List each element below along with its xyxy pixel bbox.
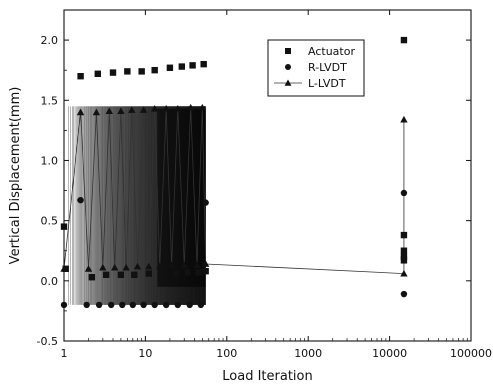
- data-point-actuator: [131, 271, 138, 278]
- data-point-actuator: [94, 70, 101, 77]
- y-axis-title: Vertical Displacement(mm): [8, 87, 23, 265]
- data-point-actuator: [166, 64, 174, 71]
- data-point-actuator: [77, 73, 84, 80]
- data-point-l-lvdt: [99, 263, 107, 271]
- legend-marker-r-lvdt: [285, 64, 291, 70]
- data-point-l-lvdt: [400, 115, 408, 123]
- series-markers: [60, 36, 408, 309]
- data-point-r-lvdt: [151, 301, 158, 309]
- data-point-actuator: [189, 62, 196, 69]
- data-point-l-lvdt: [84, 265, 93, 272]
- data-point-l-lvdt: [198, 103, 206, 111]
- x-tick-label: 100000: [450, 347, 492, 360]
- y-tick-label: 2.0: [41, 34, 59, 47]
- x-tick-label: 10000: [372, 347, 407, 360]
- data-point-l-lvdt: [122, 263, 130, 271]
- legend-label-actuator: Actuator: [308, 45, 355, 58]
- plot-frame: [63, 9, 472, 342]
- data-point-actuator: [124, 68, 131, 75]
- data-point-l-lvdt: [133, 262, 142, 270]
- y-tick-label: 0.5: [41, 215, 59, 228]
- x-tick-label: 1000: [294, 347, 322, 360]
- legend-box: [267, 39, 365, 97]
- data-point-r-lvdt: [95, 301, 103, 309]
- data-point-actuator: [103, 271, 110, 278]
- data-point-actuator: [400, 247, 408, 254]
- data-point-actuator: [138, 68, 145, 75]
- data-point-r-lvdt: [174, 301, 181, 309]
- data-point-r-lvdt: [400, 253, 408, 260]
- data-point-r-lvdt: [202, 199, 209, 206]
- data-point-l-lvdt: [145, 262, 153, 270]
- data-point-l-lvdt: [162, 105, 170, 112]
- data-point-actuator: [200, 60, 207, 68]
- data-point-l-lvdt: [150, 105, 159, 112]
- data-point-l-lvdt: [156, 262, 164, 270]
- data-point-l-lvdt: [187, 103, 195, 111]
- legend-marker-actuator: [285, 48, 291, 54]
- data-point-l-lvdt: [201, 260, 210, 267]
- data-point-actuator: [88, 274, 96, 281]
- data-point-r-lvdt: [119, 301, 126, 309]
- data-point-l-lvdt: [117, 107, 125, 115]
- x-tick-label: 10: [138, 347, 152, 360]
- legend-label-l-lvdt: L-LVDT: [308, 77, 346, 90]
- data-point-l-lvdt: [76, 108, 85, 116]
- data-point-r-lvdt: [400, 290, 408, 298]
- data-point-actuator: [400, 36, 408, 44]
- legend-marker-l-lvdt: [284, 79, 292, 86]
- y-tick-label: 1.5: [41, 94, 59, 107]
- data-point-l-lvdt: [105, 107, 113, 115]
- data-point-l-lvdt: [180, 261, 188, 269]
- data-point-r-lvdt: [197, 301, 205, 309]
- data-point-actuator: [109, 69, 117, 76]
- data-point-actuator: [400, 257, 408, 264]
- data-point-l-lvdt: [400, 269, 408, 277]
- data-point-l-lvdt: [92, 108, 101, 116]
- axes: -0.5 0.0 0.5 1.0 1.5 2.0 1 10 100 1000 10000 100000…: [8, 9, 492, 384]
- legend: Actuator R-LVDT L-LVDT: [267, 39, 365, 97]
- data-point-r-lvdt: [83, 301, 90, 309]
- data-point-r-lvdt: [129, 301, 136, 309]
- data-point-r-lvdt: [162, 301, 170, 309]
- data-point-actuator: [173, 270, 180, 277]
- y-tick-label: 0.0: [41, 275, 59, 288]
- data-point-actuator: [184, 269, 191, 276]
- data-point-r-lvdt: [400, 189, 408, 197]
- data-point-l-lvdt: [139, 106, 148, 113]
- x-tick-label: 1: [61, 347, 68, 360]
- data-point-l-lvdt: [167, 261, 176, 269]
- legend-label-r-lvdt: R-LVDT: [308, 61, 347, 74]
- data-point-actuator: [158, 270, 166, 277]
- data-point-r-lvdt: [107, 301, 115, 309]
- y-tick-label: -0.5: [37, 335, 58, 348]
- data-point-actuator: [202, 267, 209, 275]
- data-point-actuator: [195, 269, 202, 276]
- data-point-actuator: [117, 271, 125, 278]
- data-point-l-lvdt: [111, 263, 119, 271]
- y-tick-label: 1.0: [41, 154, 59, 167]
- data-point-actuator: [145, 270, 152, 277]
- data-point-actuator: [400, 231, 408, 239]
- data-point-r-lvdt: [77, 196, 84, 204]
- data-point-l-lvdt: [128, 106, 136, 113]
- data-point-r-lvdt: [186, 301, 193, 309]
- x-tick-label: 100: [216, 347, 237, 360]
- x-axis-title: Load Iteration: [222, 369, 312, 384]
- data-point-l-lvdt: [193, 261, 201, 269]
- data-point-actuator: [178, 63, 185, 70]
- data-point-actuator: [151, 66, 158, 74]
- data-point-l-lvdt: [174, 105, 182, 112]
- data-point-r-lvdt: [140, 301, 147, 309]
